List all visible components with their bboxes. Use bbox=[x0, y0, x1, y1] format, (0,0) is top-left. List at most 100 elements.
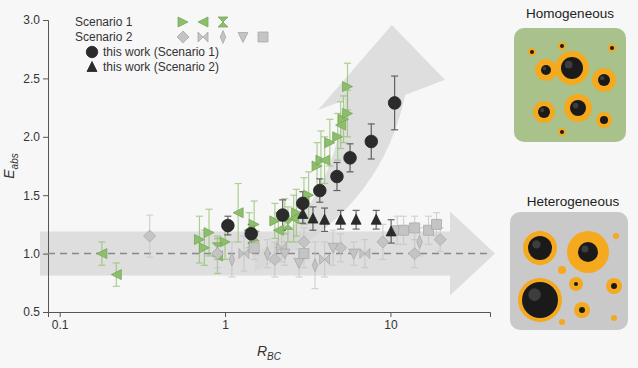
error-bar bbox=[264, 240, 271, 268]
legend-label: Scenario 2 bbox=[75, 30, 133, 44]
data-point bbox=[273, 225, 283, 235]
data-point bbox=[377, 236, 389, 248]
data-point bbox=[222, 219, 235, 232]
data-point bbox=[313, 184, 326, 197]
particle-coating bbox=[523, 231, 557, 265]
legend-marker bbox=[87, 62, 97, 72]
data-point bbox=[298, 208, 308, 218]
data-point bbox=[280, 249, 290, 259]
data-point bbox=[409, 248, 421, 260]
particle-highlight bbox=[528, 288, 541, 301]
data-point bbox=[276, 209, 289, 222]
tick-mark bbox=[43, 254, 48, 255]
data-point bbox=[342, 108, 352, 118]
particle-coating bbox=[611, 315, 617, 321]
tick-label: 1 bbox=[222, 318, 229, 332]
particle-core bbox=[528, 236, 552, 260]
legend-entry: this work (Scenario 2) bbox=[87, 60, 219, 74]
data-point bbox=[308, 213, 318, 223]
tick: 2.0 bbox=[23, 130, 48, 144]
data-point bbox=[220, 237, 230, 247]
data-point bbox=[229, 253, 235, 266]
tick: 0.1 bbox=[52, 312, 69, 332]
particle-core bbox=[560, 44, 564, 48]
x-axis-title: RBC bbox=[257, 343, 282, 362]
particle-core bbox=[570, 100, 586, 116]
data-point bbox=[344, 151, 357, 164]
axis-title-sub: abs bbox=[9, 153, 20, 169]
tick-mark bbox=[390, 312, 391, 317]
particle-highlight bbox=[565, 61, 573, 69]
particle-core bbox=[538, 106, 550, 118]
legend-marker bbox=[218, 17, 228, 27]
annotation: Homogeneous bbox=[526, 6, 614, 21]
legend-label: this work (Scenario 2) bbox=[103, 60, 219, 74]
data-point bbox=[233, 208, 243, 218]
error-bar bbox=[312, 242, 319, 289]
data-point bbox=[245, 227, 258, 240]
data-point bbox=[351, 214, 361, 224]
tick-mark bbox=[43, 78, 48, 79]
particle-core bbox=[574, 282, 578, 286]
particle-coating bbox=[533, 101, 555, 123]
tick-label: 1.5 bbox=[23, 189, 40, 203]
particle-core bbox=[578, 242, 598, 262]
data-point bbox=[399, 225, 409, 235]
tick-mark bbox=[60, 312, 61, 317]
tick-label: 3.0 bbox=[23, 13, 40, 27]
inset-background bbox=[510, 212, 628, 330]
particle-highlight bbox=[573, 103, 579, 109]
particle-core bbox=[611, 283, 617, 289]
tick-mark bbox=[43, 312, 48, 313]
particle-highlight bbox=[540, 108, 544, 112]
data-point bbox=[204, 228, 214, 238]
tick: 3.0 bbox=[23, 13, 48, 27]
particle-coating bbox=[567, 231, 609, 273]
data-point bbox=[239, 249, 249, 259]
trend-arrow bbox=[40, 212, 495, 296]
data-point bbox=[365, 135, 378, 148]
data-point bbox=[211, 248, 223, 260]
data-point bbox=[97, 249, 107, 259]
inset: Homogeneous bbox=[514, 6, 626, 142]
particle-core bbox=[522, 282, 558, 318]
data-point bbox=[432, 219, 442, 229]
data-point bbox=[434, 234, 446, 246]
tick-label: 0.5 bbox=[23, 305, 40, 319]
points bbox=[97, 82, 446, 280]
data-point bbox=[336, 120, 346, 130]
particle-core bbox=[579, 307, 585, 313]
data-point bbox=[371, 214, 381, 224]
data-point bbox=[299, 249, 309, 259]
y-axis: 0.51.01.52.02.53.0 bbox=[23, 13, 48, 319]
particle-coating bbox=[608, 44, 616, 52]
particle-coating bbox=[555, 51, 589, 85]
x-axis: 0.1110 bbox=[49, 312, 491, 332]
particle-core bbox=[561, 57, 583, 79]
legend-marker bbox=[198, 32, 208, 42]
particle-highlight bbox=[532, 240, 540, 248]
data-point bbox=[249, 243, 259, 253]
particle-coating bbox=[574, 302, 590, 318]
particle-core bbox=[541, 65, 551, 75]
legend-entry: Scenario 1 bbox=[75, 15, 228, 29]
data-point bbox=[386, 226, 396, 236]
tick-mark bbox=[225, 312, 226, 317]
data-point bbox=[312, 259, 318, 272]
legend-entry: this work (Scenario 1) bbox=[86, 45, 219, 59]
tick-mark bbox=[43, 137, 48, 138]
legend-marker bbox=[220, 31, 226, 44]
data-point bbox=[111, 270, 121, 280]
particle-highlight bbox=[600, 76, 604, 80]
data-point bbox=[342, 82, 352, 92]
tick-mark bbox=[43, 20, 48, 21]
data-point bbox=[320, 155, 330, 165]
particle-coating bbox=[558, 266, 566, 274]
particle-core bbox=[530, 50, 534, 54]
particle-coating bbox=[558, 128, 566, 136]
legend-marker bbox=[238, 33, 248, 43]
legend-marker bbox=[86, 46, 98, 58]
data-point bbox=[333, 132, 343, 142]
data-point bbox=[298, 236, 310, 248]
y-axis-title: Eabs bbox=[1, 153, 20, 178]
